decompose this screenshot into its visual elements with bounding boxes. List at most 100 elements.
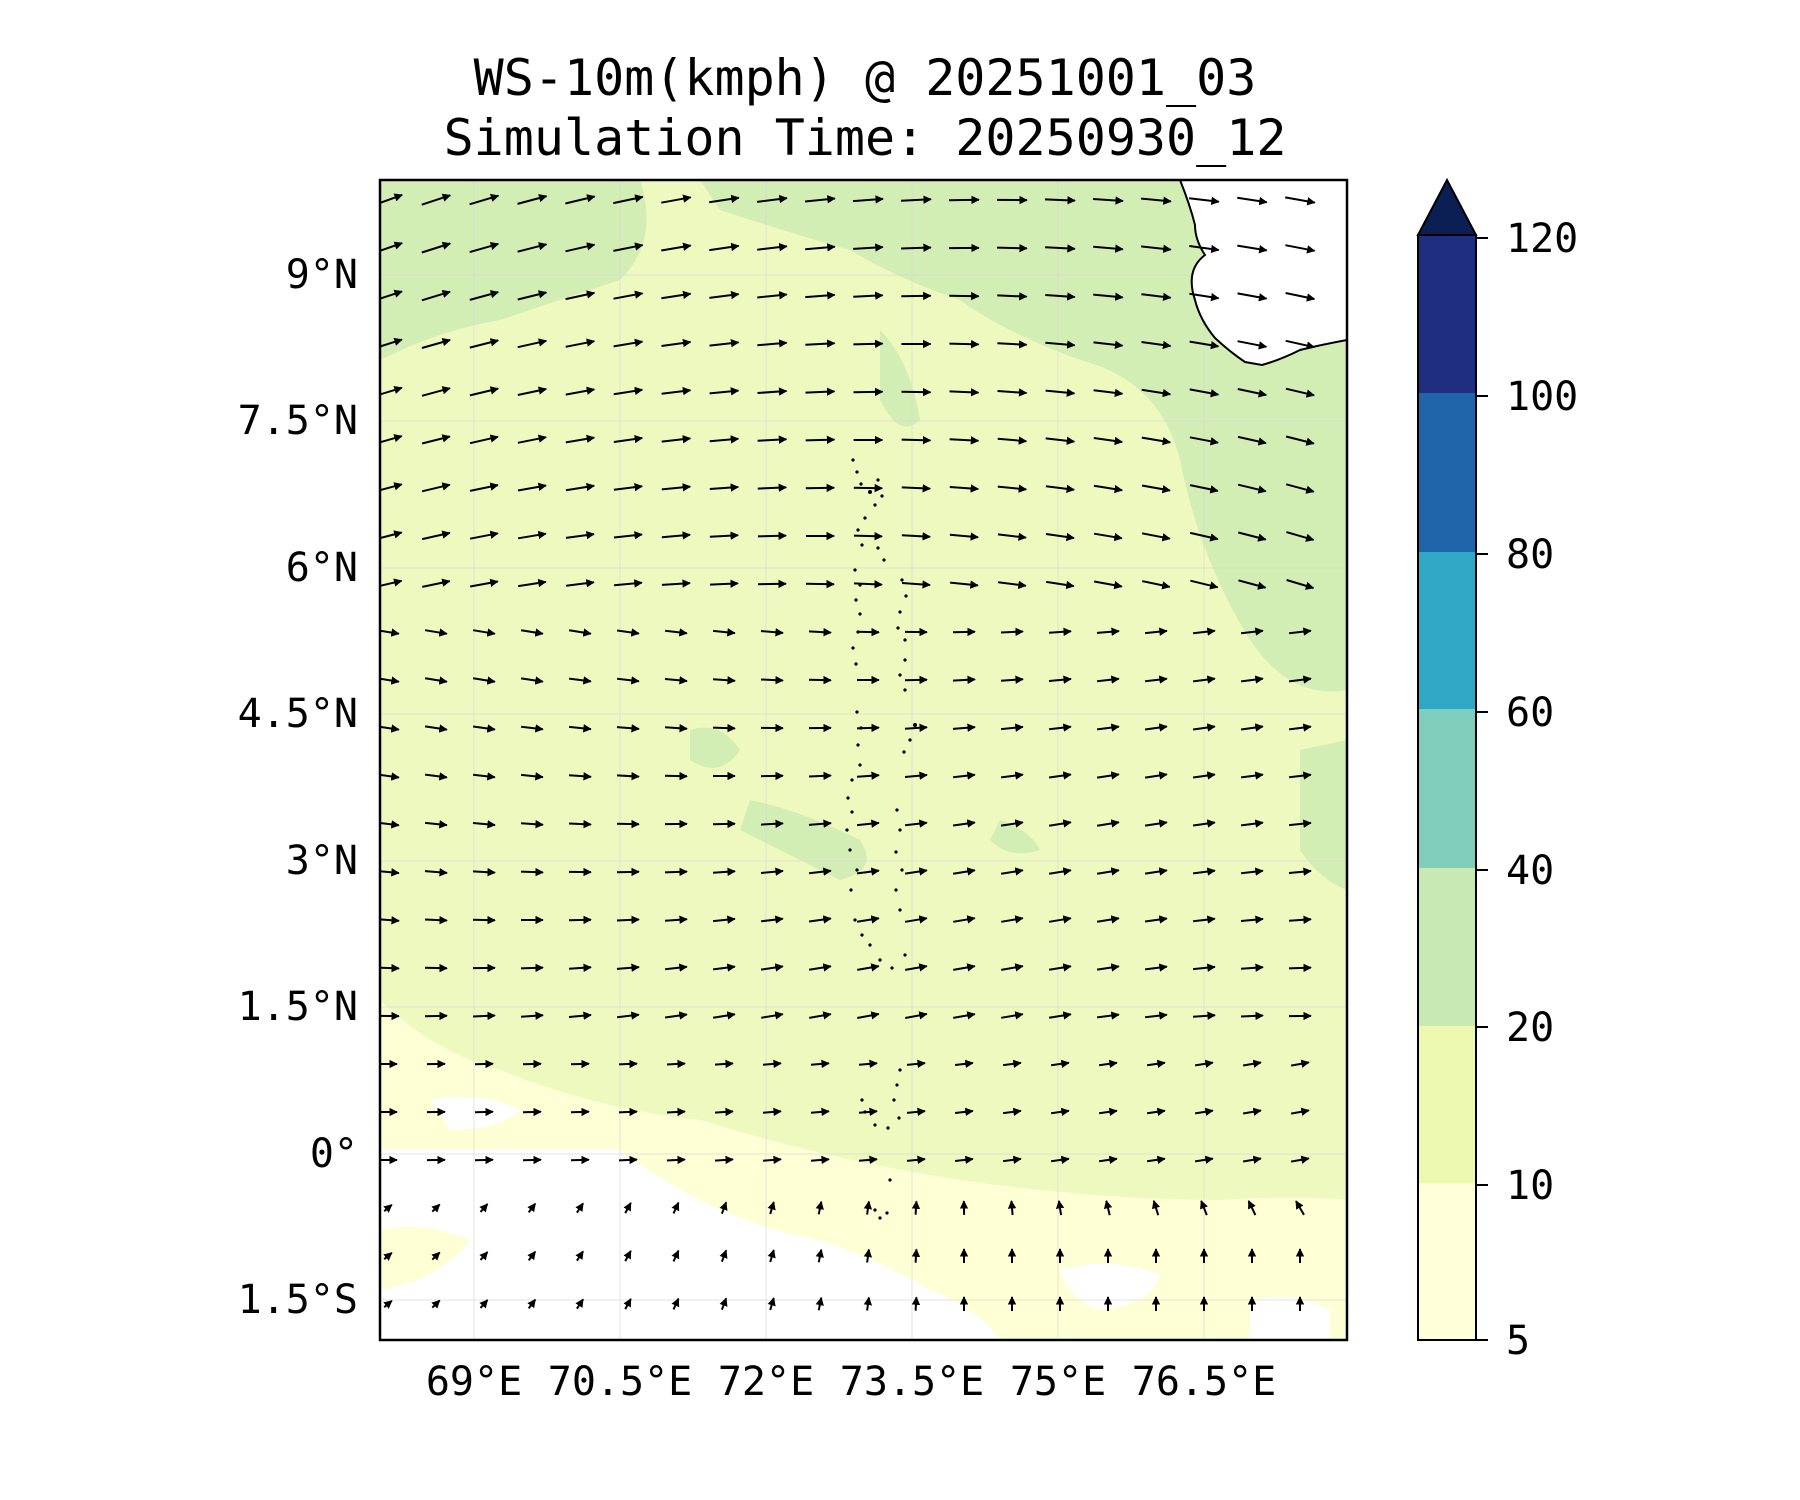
wind-arrow bbox=[712, 1011, 736, 1020]
wind-arrow bbox=[1290, 1059, 1310, 1068]
wind-arrow bbox=[479, 1251, 489, 1261]
wind-arrow bbox=[520, 963, 544, 973]
colorbar-frame bbox=[1417, 234, 1477, 1341]
wind-arrow bbox=[901, 532, 931, 541]
wind-arrow bbox=[1240, 627, 1264, 636]
wind-arrow bbox=[671, 1297, 680, 1310]
wind-arrow bbox=[1144, 867, 1168, 876]
wind-arrow bbox=[1007, 1200, 1017, 1216]
wind-arrow bbox=[1141, 196, 1172, 205]
wind-arrow bbox=[517, 290, 548, 301]
wind-arrow bbox=[565, 579, 595, 588]
wind-arrow bbox=[1144, 819, 1168, 828]
lat-label: 7.5°N bbox=[238, 398, 358, 444]
wind-arrow bbox=[1093, 532, 1123, 542]
wind-arrow bbox=[952, 819, 976, 828]
wind-arrow bbox=[1240, 819, 1264, 828]
wind-arrow bbox=[616, 771, 640, 781]
wind-arrow bbox=[1000, 867, 1024, 876]
wind-arrow bbox=[1288, 867, 1312, 876]
wind-arrow bbox=[568, 963, 592, 972]
wind-arrow bbox=[949, 532, 979, 541]
wind-arrow bbox=[520, 724, 544, 733]
wind-arrow bbox=[906, 1107, 926, 1117]
wind-arrow bbox=[709, 435, 740, 444]
wind-arrow bbox=[1093, 388, 1124, 398]
wind-arrow bbox=[1189, 531, 1219, 542]
wind-arrow bbox=[808, 867, 832, 876]
wind-arrow bbox=[858, 1155, 878, 1165]
wind-arrow bbox=[1192, 675, 1216, 684]
wind-arrow bbox=[905, 963, 928, 972]
wind-arrow bbox=[520, 820, 544, 829]
wind-arrow bbox=[618, 1059, 638, 1069]
wind-arrow bbox=[1098, 1107, 1118, 1116]
colorbar-tick-label: 120 bbox=[1506, 216, 1578, 262]
colorbar-tick-label: 80 bbox=[1506, 532, 1554, 578]
wind-arrow bbox=[613, 194, 644, 205]
colorbar-segment bbox=[1418, 1026, 1476, 1183]
wind-arrow bbox=[1288, 819, 1312, 828]
wind-arrow bbox=[661, 531, 691, 540]
wind-arrow bbox=[1238, 531, 1267, 542]
wind-speed-field bbox=[380, 180, 1347, 1355]
wind-arrow bbox=[1045, 484, 1075, 494]
wind-arrow bbox=[949, 580, 979, 589]
wind-arrow bbox=[856, 771, 880, 780]
wind-arrow bbox=[1240, 723, 1264, 732]
wind-arrow bbox=[953, 963, 976, 972]
wind-arrow bbox=[517, 338, 548, 349]
wind-arrow bbox=[853, 580, 883, 589]
wind-arrow bbox=[479, 1299, 489, 1309]
wind-arrow bbox=[997, 388, 1028, 397]
wind-arrow bbox=[666, 1107, 686, 1117]
lon-label: 73.5°E bbox=[840, 1359, 985, 1405]
wind-arrow bbox=[565, 338, 596, 348]
wind-arrow bbox=[857, 963, 880, 972]
wind-arrow bbox=[520, 1011, 544, 1020]
wind-arrow bbox=[1046, 580, 1075, 590]
wind-arrow bbox=[1238, 579, 1267, 590]
wind-arrow bbox=[1048, 963, 1072, 972]
wind-arrow bbox=[853, 291, 884, 300]
map-title: WS-10m(kmph) @ 20251001_03 bbox=[473, 49, 1257, 107]
wind-arrow bbox=[421, 386, 451, 397]
wind-arrow bbox=[904, 771, 928, 780]
wind-arrow bbox=[384, 1349, 392, 1355]
wind-arrow bbox=[623, 1202, 632, 1214]
wind-arrow bbox=[1192, 819, 1216, 828]
wind-arrow bbox=[1045, 436, 1076, 445]
lat-label: 6°N bbox=[286, 545, 358, 591]
wind-arrow bbox=[1288, 627, 1312, 636]
wind-arrow bbox=[421, 338, 451, 349]
wind-arrow bbox=[1192, 627, 1216, 636]
wind-arrow bbox=[815, 1200, 824, 1215]
wind-arrow bbox=[568, 819, 592, 829]
latitude-labels: 9°N 7.5°N 6°N 4.5°N 3°N 1.5°N 0° 1.5°S bbox=[238, 252, 358, 1323]
wind-arrow bbox=[1045, 244, 1076, 253]
wind-arrow bbox=[1144, 723, 1168, 732]
wind-arrow bbox=[616, 724, 640, 733]
wind-arrow bbox=[805, 243, 836, 252]
wind-arrow bbox=[664, 867, 688, 877]
wind-arrow bbox=[904, 675, 928, 685]
wind-arrow bbox=[906, 1059, 926, 1069]
wind-arrow bbox=[421, 482, 451, 493]
wind-arrow bbox=[714, 1107, 734, 1117]
wind-arrow bbox=[431, 1203, 441, 1213]
wind-arrow bbox=[997, 436, 1028, 445]
wind-arrow bbox=[520, 628, 544, 637]
wind-arrow bbox=[1288, 771, 1312, 780]
wind-arrow bbox=[671, 1249, 680, 1262]
wind-arrow bbox=[712, 915, 736, 924]
wind-arrow bbox=[1044, 196, 1076, 205]
wind-arrow bbox=[760, 675, 784, 685]
colorbar-tick-label: 20 bbox=[1506, 1005, 1554, 1051]
wind-arrow bbox=[469, 193, 500, 206]
maldives-islands bbox=[845, 458, 917, 1220]
wind-arrow bbox=[570, 1155, 590, 1165]
wind-arrow bbox=[666, 1059, 686, 1069]
wind-arrow bbox=[1144, 963, 1168, 972]
wind-arrow bbox=[949, 484, 980, 493]
wind-arrow bbox=[852, 195, 884, 204]
